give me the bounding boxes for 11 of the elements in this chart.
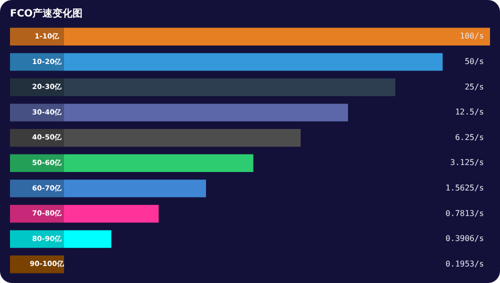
data-label: 50/s	[464, 57, 484, 66]
data-label: 0.7813/s	[445, 208, 484, 218]
data-label: 100/s	[460, 32, 484, 41]
data-label: 0.3906/s	[445, 234, 484, 244]
data-label: 6.25/s	[455, 132, 484, 142]
data-label: 25/s	[464, 82, 484, 92]
data-label: 3.125/s	[450, 158, 484, 168]
data-label: 12.5/s	[455, 108, 484, 117]
data-label: 0.1953/s	[445, 259, 484, 268]
data-label: 1.5625/s	[445, 184, 484, 193]
chart-title: FCO产速变化图	[10, 8, 83, 20]
